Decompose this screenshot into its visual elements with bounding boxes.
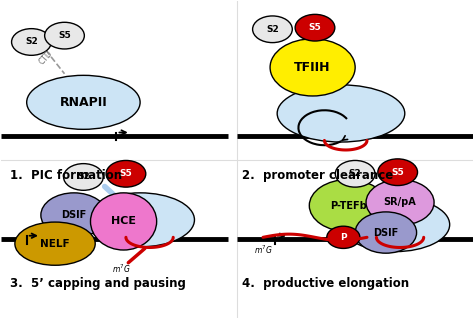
Circle shape bbox=[11, 29, 51, 55]
Text: 1.  PIC formation: 1. PIC formation bbox=[10, 169, 122, 182]
Text: DSIF: DSIF bbox=[61, 210, 87, 220]
Circle shape bbox=[355, 212, 417, 253]
Circle shape bbox=[366, 180, 434, 225]
Text: RNAPII: RNAPII bbox=[60, 96, 107, 109]
Text: CTD: CTD bbox=[37, 48, 54, 66]
Text: 3.  5’ capping and pausing: 3. 5’ capping and pausing bbox=[10, 277, 186, 290]
Text: S2: S2 bbox=[25, 38, 38, 47]
Circle shape bbox=[64, 164, 103, 190]
Circle shape bbox=[295, 14, 335, 41]
Text: HCE: HCE bbox=[111, 216, 136, 226]
Ellipse shape bbox=[15, 222, 95, 265]
Text: S5: S5 bbox=[309, 23, 321, 32]
Text: S5: S5 bbox=[58, 31, 71, 40]
Text: S2: S2 bbox=[349, 169, 362, 178]
Text: P-TEFb: P-TEFb bbox=[330, 201, 366, 211]
Ellipse shape bbox=[86, 193, 194, 247]
Ellipse shape bbox=[91, 193, 156, 250]
Circle shape bbox=[270, 39, 355, 96]
Text: $m^7G$: $m^7G$ bbox=[254, 244, 273, 256]
Circle shape bbox=[253, 16, 292, 43]
Text: 2.  promoter clearance: 2. promoter clearance bbox=[242, 169, 393, 182]
Ellipse shape bbox=[277, 85, 405, 142]
Text: P: P bbox=[340, 233, 346, 242]
Text: S5: S5 bbox=[392, 168, 404, 177]
Text: DSIF: DSIF bbox=[373, 227, 399, 238]
Circle shape bbox=[310, 180, 387, 232]
Circle shape bbox=[41, 193, 107, 237]
Circle shape bbox=[378, 159, 418, 186]
Text: S2: S2 bbox=[266, 25, 279, 34]
Text: $m^7G$: $m^7G$ bbox=[112, 263, 131, 275]
Text: NELF: NELF bbox=[40, 239, 70, 249]
Text: TFIIH: TFIIH bbox=[294, 61, 331, 74]
Circle shape bbox=[106, 160, 146, 187]
Circle shape bbox=[327, 226, 360, 249]
Text: S2: S2 bbox=[77, 173, 90, 182]
Ellipse shape bbox=[27, 75, 140, 129]
Text: S5: S5 bbox=[119, 169, 132, 178]
Text: SR/pA: SR/pA bbox=[383, 197, 417, 207]
Text: 4.  productive elongation: 4. productive elongation bbox=[242, 277, 409, 290]
Circle shape bbox=[45, 22, 84, 49]
Ellipse shape bbox=[341, 197, 450, 252]
Circle shape bbox=[335, 160, 375, 187]
